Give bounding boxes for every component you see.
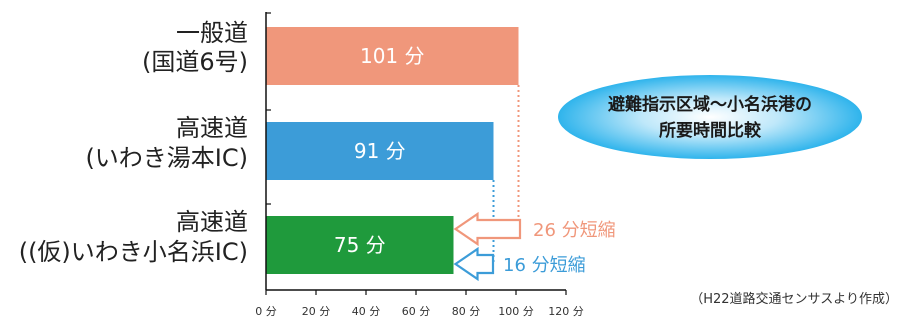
x-tick-label-3: 60 分 [402,305,431,318]
bar-value-label-1: 91 分 [354,139,406,163]
bar-2 [266,216,454,274]
x-tick-label-2: 40 分 [352,305,381,318]
callout-bubble [558,75,862,159]
callout-line-1: 避難指示区域～小名浜港の [608,94,812,115]
bar-value-label-0: 101 分 [360,44,425,68]
category-label-2-0: 高速道 [176,208,248,236]
bar-0 [266,27,519,85]
reduction-arrow-1 [453,246,495,282]
x-tick-label-5: 100 分 [498,305,534,318]
category-label-1-0: 高速道 [176,114,248,142]
x-tick-label-4: 80 分 [452,305,481,318]
x-tick-label-0: 0 分 [255,305,277,318]
category-label-1-1: (いわき湯本IC) [85,144,248,172]
x-tick-label-1: 20 分 [302,305,331,318]
reduction-arrow-0 [453,211,522,247]
category-label-0-1: (国道6号) [142,48,248,76]
callout-line-2: 所要時間比較 [659,120,762,141]
x-tick-label-6: 120 分 [548,305,584,318]
source-note: （H22道路交通センサスより作成） [690,291,898,307]
category-label-0-0: 一般道 [176,19,248,47]
category-label-2-1: ((仮)いわき小名浜IC) [19,238,248,266]
annotation-text-0: 26 分短縮 [533,220,616,241]
annotation-text-1: 16 分短縮 [503,255,586,276]
bar-value-label-2: 75 分 [334,233,386,257]
bar-1 [266,122,494,180]
